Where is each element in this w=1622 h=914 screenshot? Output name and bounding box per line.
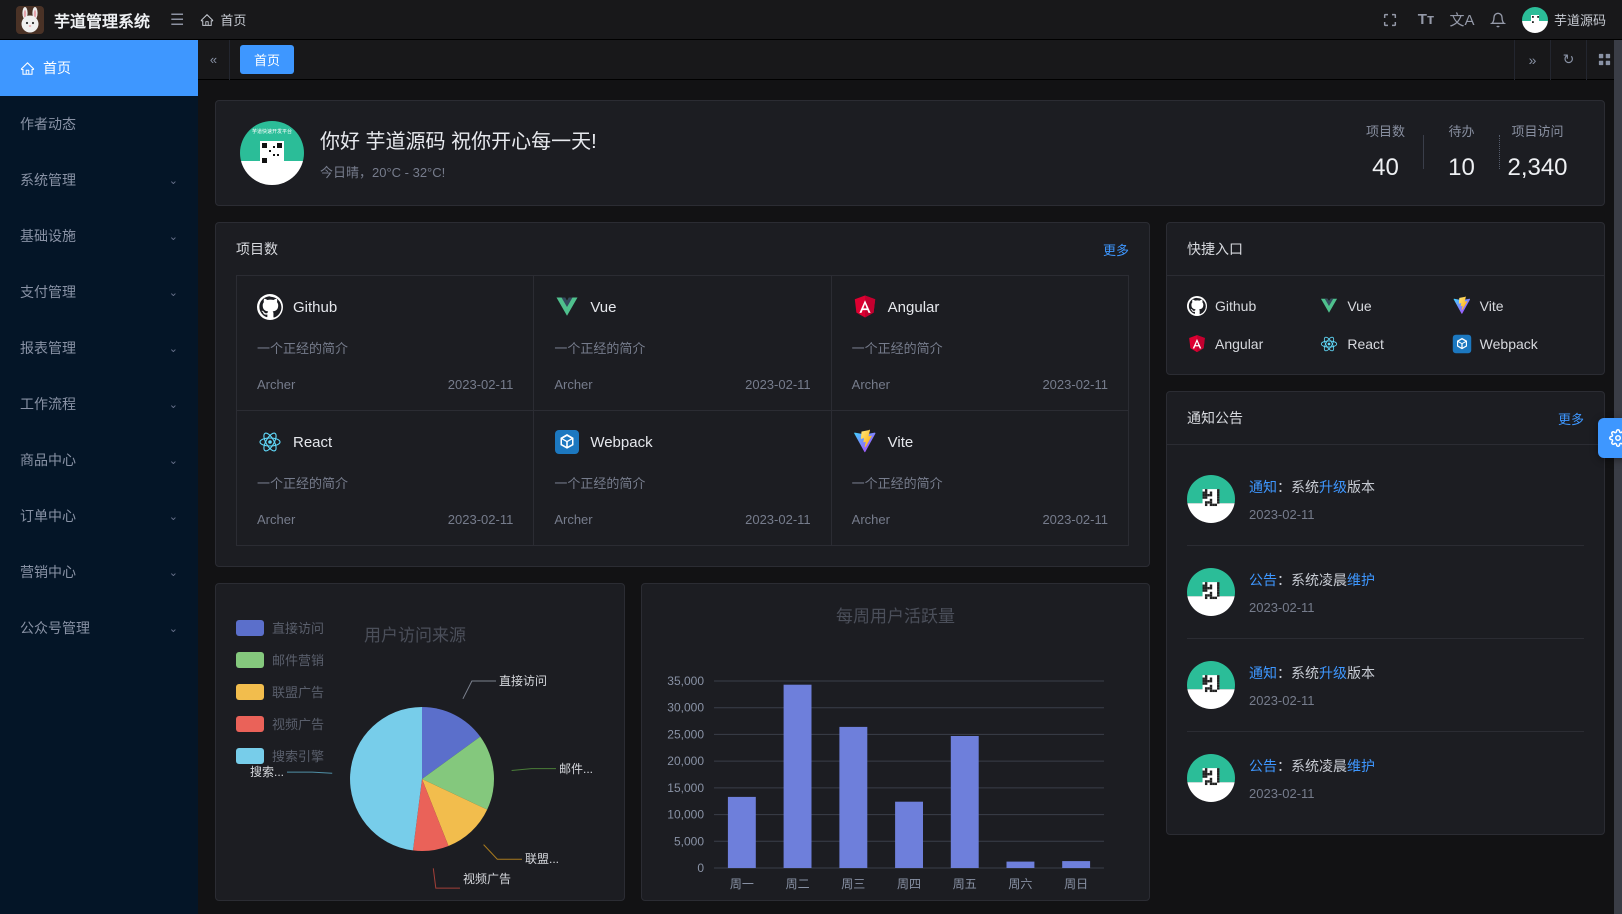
svg-text:10,000: 10,000 [667, 808, 704, 822]
svg-text:搜索...: 搜索... [250, 764, 284, 779]
svg-text:周五: 周五 [953, 877, 977, 891]
svg-text:视频广告: 视频广告 [463, 871, 511, 886]
svg-text:周三: 周三 [841, 877, 865, 891]
svg-text:0: 0 [697, 861, 704, 875]
svg-text:周日: 周日 [1064, 877, 1088, 891]
svg-text:周四: 周四 [897, 877, 921, 891]
svg-text:邮件...: 邮件... [559, 762, 593, 776]
svg-text:直接访问: 直接访问 [499, 673, 547, 688]
svg-text:15,000: 15,000 [667, 781, 704, 795]
svg-text:周二: 周二 [786, 877, 810, 891]
svg-text:联盟...: 联盟... [525, 852, 559, 866]
svg-text:25,000: 25,000 [667, 727, 704, 741]
svg-text:周一: 周一 [730, 877, 754, 891]
svg-text:5,000: 5,000 [674, 834, 704, 848]
svg-text:20,000: 20,000 [667, 754, 704, 768]
svg-text:35,000: 35,000 [667, 674, 704, 688]
svg-text:芋道快速开发平台: 芋道快速开发平台 [252, 128, 292, 135]
svg-text:周六: 周六 [1008, 877, 1032, 891]
svg-text:30,000: 30,000 [667, 701, 704, 715]
